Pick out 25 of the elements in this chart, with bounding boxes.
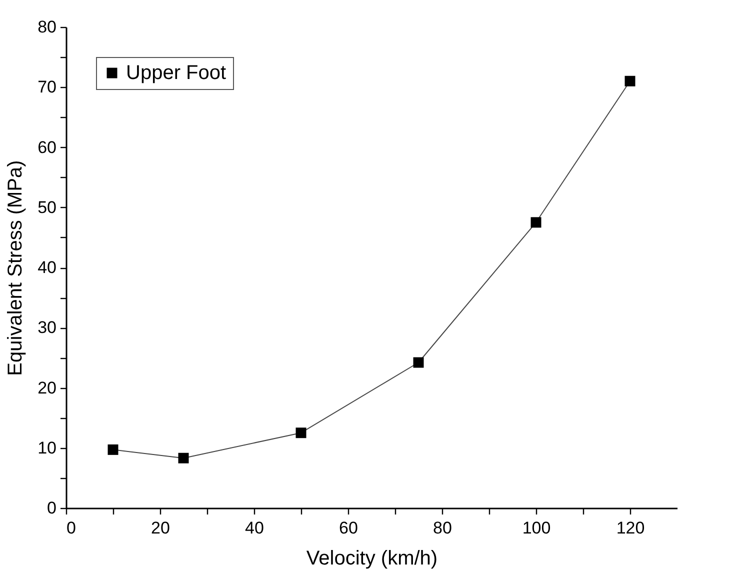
y-tick-label: 40 [38, 258, 56, 277]
x-tick-label: 120 [616, 518, 645, 538]
point [108, 444, 118, 455]
y-tick-label: 20 [38, 378, 56, 398]
y-tick-label: 10 [38, 438, 56, 458]
point [296, 428, 306, 438]
x-tick-label: 40 [245, 518, 264, 538]
x-tick-label: 20 [151, 518, 170, 538]
y-tick-label: 0 [47, 498, 56, 518]
point [413, 357, 424, 368]
point [530, 217, 542, 228]
x-axis-title: Velocity (km/h) [306, 548, 438, 570]
point [624, 76, 636, 86]
y-tick-label: 30 [38, 318, 56, 338]
point [178, 452, 189, 464]
y-tick-label: 70 [38, 78, 56, 97]
x-tick-label: 0 [66, 518, 76, 538]
y-tick-label: 60 [38, 138, 56, 157]
x-tick-label: 80 [433, 518, 452, 538]
y-tick-label: 50 [38, 198, 56, 217]
y-axis-title: Equivalent Stress (MPa) [4, 160, 27, 376]
y-tick-label: 80 [38, 18, 56, 36]
legend-label: Upper Foot [126, 62, 226, 84]
x-tick-label: 60 [339, 518, 358, 538]
x-tick-label: 100 [522, 518, 551, 538]
